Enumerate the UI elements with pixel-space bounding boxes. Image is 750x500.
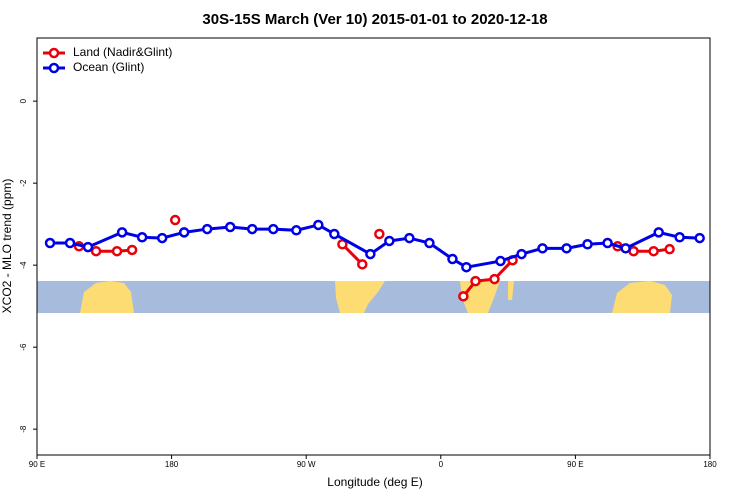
x-tick-label: 90 E bbox=[567, 460, 583, 469]
point bbox=[224, 221, 236, 233]
series-line bbox=[462, 259, 514, 298]
point bbox=[537, 243, 548, 254]
point bbox=[424, 237, 435, 249]
point bbox=[64, 237, 76, 249]
x-tick-label: 90 W bbox=[297, 460, 316, 469]
point bbox=[495, 255, 506, 267]
point bbox=[268, 223, 279, 235]
x-axis-label: Longitude (deg E) bbox=[327, 475, 422, 489]
point bbox=[44, 237, 56, 249]
point bbox=[111, 245, 123, 257]
point bbox=[169, 214, 181, 226]
point bbox=[384, 235, 395, 247]
y-tick-label: -4 bbox=[19, 261, 28, 269]
legend-label: Land (Nadir&Glint) bbox=[73, 45, 172, 59]
point bbox=[357, 259, 368, 270]
point bbox=[404, 232, 415, 244]
point bbox=[602, 237, 613, 249]
point bbox=[648, 245, 659, 257]
point bbox=[116, 227, 128, 238]
point bbox=[82, 241, 94, 253]
point bbox=[126, 244, 138, 256]
point bbox=[674, 232, 685, 243]
point bbox=[178, 227, 190, 238]
point bbox=[291, 225, 302, 236]
point bbox=[653, 227, 664, 238]
y-tick-label: -2 bbox=[19, 179, 28, 187]
point bbox=[246, 223, 258, 235]
y-tick-label: -6 bbox=[19, 343, 28, 351]
point bbox=[694, 232, 705, 244]
point bbox=[329, 228, 340, 240]
x-tick-label: 180 bbox=[165, 460, 179, 469]
point bbox=[365, 248, 376, 260]
point bbox=[136, 232, 148, 243]
plot-frame bbox=[36, 37, 711, 456]
point bbox=[313, 219, 324, 231]
legend-label: Ocean (Glint) bbox=[73, 60, 144, 74]
point bbox=[337, 238, 348, 250]
map-band bbox=[37, 281, 710, 313]
point bbox=[156, 232, 168, 244]
point bbox=[374, 228, 385, 240]
point bbox=[201, 223, 213, 235]
point bbox=[620, 243, 631, 254]
point bbox=[561, 243, 572, 254]
x-tick-label: 180 bbox=[703, 460, 717, 469]
y-tick-label: 0 bbox=[19, 98, 28, 103]
legend-marker bbox=[48, 47, 60, 59]
point bbox=[582, 238, 593, 250]
legend-marker bbox=[48, 62, 60, 74]
chart-title: 30S-15S March (Ver 10) 2015-01-01 to 202… bbox=[202, 11, 547, 28]
y-tick-label: -8 bbox=[19, 425, 28, 433]
point bbox=[489, 273, 500, 285]
point bbox=[458, 291, 469, 302]
point bbox=[447, 253, 458, 265]
y-axis-label: XCO2 - MLO trend (ppm) bbox=[0, 179, 14, 314]
point bbox=[664, 243, 675, 255]
point bbox=[516, 248, 527, 260]
x-tick-label: 90 E bbox=[29, 460, 45, 469]
point bbox=[470, 275, 481, 287]
point bbox=[90, 245, 102, 257]
point bbox=[461, 261, 472, 273]
x-tick-label: 0 bbox=[439, 460, 444, 469]
